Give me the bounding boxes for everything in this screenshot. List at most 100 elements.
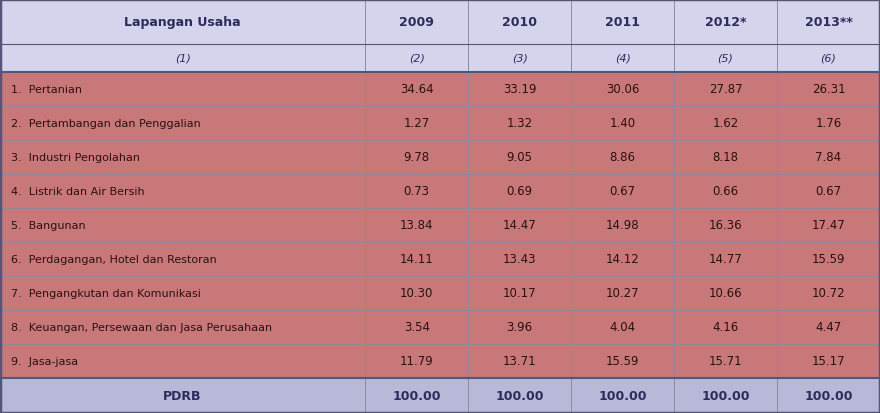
Text: 0.67: 0.67 <box>816 185 841 198</box>
Text: 0.66: 0.66 <box>713 185 738 198</box>
Text: 2010: 2010 <box>502 16 537 29</box>
Bar <box>468 378 571 413</box>
Bar <box>674 174 777 208</box>
Text: 2011: 2011 <box>605 16 640 29</box>
Text: 13.71: 13.71 <box>502 354 537 368</box>
Bar <box>0 45 365 73</box>
Text: 16.36: 16.36 <box>708 219 743 232</box>
Bar <box>0 378 365 413</box>
Bar <box>468 276 571 310</box>
Text: 13.43: 13.43 <box>502 253 537 266</box>
Text: (4): (4) <box>614 54 631 64</box>
Bar <box>674 107 777 140</box>
Text: 10.72: 10.72 <box>811 287 846 299</box>
Text: 100.00: 100.00 <box>701 389 750 402</box>
Bar <box>0 276 365 310</box>
Bar <box>365 140 468 174</box>
Bar <box>468 174 571 208</box>
Text: 0.67: 0.67 <box>610 185 635 198</box>
Bar <box>468 310 571 344</box>
Bar <box>674 276 777 310</box>
Text: 3.96: 3.96 <box>507 320 532 334</box>
Bar <box>777 276 880 310</box>
Text: 26.31: 26.31 <box>811 83 846 96</box>
Text: Lapangan Usaha: Lapangan Usaha <box>124 16 241 29</box>
Text: (6): (6) <box>820 54 837 64</box>
Text: 3.54: 3.54 <box>404 320 429 334</box>
Bar <box>571 378 674 413</box>
Bar <box>0 0 365 45</box>
Bar <box>468 0 571 45</box>
Text: 100.00: 100.00 <box>598 389 647 402</box>
Text: 2009: 2009 <box>400 16 434 29</box>
Text: 1.  Pertanian: 1. Pertanian <box>11 85 82 95</box>
Bar <box>777 378 880 413</box>
Bar <box>571 174 674 208</box>
Text: 8.86: 8.86 <box>610 151 635 164</box>
Bar <box>365 242 468 276</box>
Bar <box>365 344 468 378</box>
Bar <box>0 242 365 276</box>
Text: 1.32: 1.32 <box>507 117 532 130</box>
Bar <box>571 344 674 378</box>
Text: 4.04: 4.04 <box>610 320 635 334</box>
Text: 100.00: 100.00 <box>495 389 544 402</box>
Bar <box>777 174 880 208</box>
Bar <box>365 0 468 45</box>
Bar <box>674 140 777 174</box>
Text: 3.  Industri Pengolahan: 3. Industri Pengolahan <box>11 152 140 162</box>
Bar <box>674 344 777 378</box>
Bar <box>777 242 880 276</box>
Text: 15.71: 15.71 <box>708 354 743 368</box>
Bar <box>777 107 880 140</box>
Bar <box>674 0 777 45</box>
Text: 2013**: 2013** <box>804 16 853 29</box>
Bar <box>0 208 365 242</box>
Text: 4.  Listrik dan Air Bersih: 4. Listrik dan Air Bersih <box>11 186 144 196</box>
Bar <box>777 73 880 107</box>
Text: 14.77: 14.77 <box>708 253 743 266</box>
Bar <box>0 107 365 140</box>
Text: 14.47: 14.47 <box>502 219 537 232</box>
Bar <box>0 73 365 107</box>
Text: 9.78: 9.78 <box>404 151 429 164</box>
Bar <box>674 310 777 344</box>
Text: 13.84: 13.84 <box>400 219 434 232</box>
Bar <box>777 140 880 174</box>
Text: 100.00: 100.00 <box>392 389 441 402</box>
Bar <box>777 208 880 242</box>
Text: (3): (3) <box>511 54 528 64</box>
Bar <box>571 0 674 45</box>
Bar <box>777 45 880 73</box>
Bar <box>468 344 571 378</box>
Text: 1.76: 1.76 <box>816 117 841 130</box>
Text: 7.  Pengangkutan dan Komunikasi: 7. Pengangkutan dan Komunikasi <box>11 288 201 298</box>
Bar <box>468 107 571 140</box>
Bar <box>674 73 777 107</box>
Text: (1): (1) <box>174 54 191 64</box>
Text: 0.73: 0.73 <box>404 185 429 198</box>
Text: PDRB: PDRB <box>164 389 202 402</box>
Bar <box>0 174 365 208</box>
Text: 10.17: 10.17 <box>502 287 537 299</box>
Bar <box>365 276 468 310</box>
Bar <box>674 378 777 413</box>
Text: 4.16: 4.16 <box>713 320 738 334</box>
Text: 15.59: 15.59 <box>605 354 640 368</box>
Text: 17.47: 17.47 <box>811 219 846 232</box>
Text: 34.64: 34.64 <box>400 83 434 96</box>
Text: 33.19: 33.19 <box>502 83 537 96</box>
Text: 6.  Perdagangan, Hotel dan Restoran: 6. Perdagangan, Hotel dan Restoran <box>11 254 216 264</box>
Bar <box>468 208 571 242</box>
Bar <box>571 73 674 107</box>
Text: 15.17: 15.17 <box>811 354 846 368</box>
Bar <box>0 140 365 174</box>
Bar <box>674 208 777 242</box>
Bar <box>365 73 468 107</box>
Text: 27.87: 27.87 <box>708 83 743 96</box>
Bar <box>571 107 674 140</box>
Text: 30.06: 30.06 <box>606 83 639 96</box>
Text: 1.40: 1.40 <box>610 117 635 130</box>
Text: 10.30: 10.30 <box>400 287 433 299</box>
Text: 8.  Keuangan, Persewaan dan Jasa Perusahaan: 8. Keuangan, Persewaan dan Jasa Perusaha… <box>11 322 272 332</box>
